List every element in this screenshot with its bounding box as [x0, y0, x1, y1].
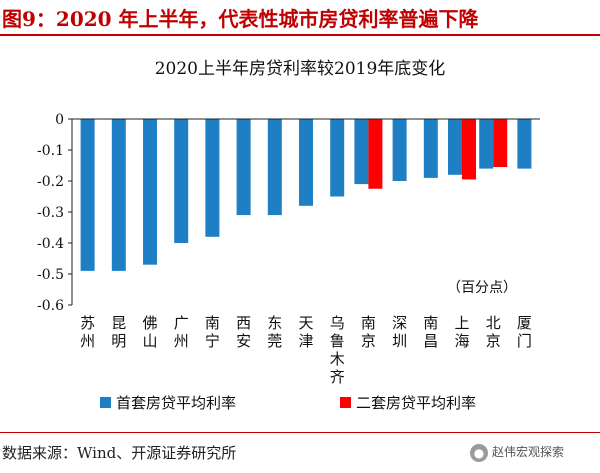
wechat-icon: ●: [470, 443, 488, 462]
x-tick-label: 北京: [486, 314, 501, 350]
x-tick-label: 乌鲁木齐: [330, 314, 345, 386]
chart-title: 2020上半年房贷利率较2019年底变化: [155, 59, 446, 79]
footer-divider: [0, 432, 600, 433]
y-tick-label: -0.3: [37, 205, 64, 221]
x-tick-label: 厦门: [517, 314, 532, 350]
legend-label-second-home: 二套房贷平均利率: [356, 394, 476, 412]
x-tick-label: 昆明: [111, 314, 126, 350]
bar-first-home: [392, 119, 407, 181]
x-tick-label: 南昌: [423, 314, 438, 350]
x-tick-label: 天津: [298, 314, 313, 350]
x-tick-label: 深圳: [392, 314, 407, 350]
x-tick-label: 广州: [174, 314, 189, 350]
bar-first-home: [448, 119, 462, 175]
bar-first-home: [330, 119, 345, 197]
bar-first-home: [236, 119, 251, 216]
y-tick-label: -0.5: [37, 267, 64, 283]
x-tick-label: 东莞: [267, 314, 282, 350]
figure-title: 图9：2020 年上半年，代表性城市房贷利率普遍下降: [2, 7, 479, 31]
y-tick-label: -0.2: [37, 174, 64, 190]
bar-first-home: [267, 119, 282, 216]
bar-first-home: [205, 119, 220, 237]
bar-first-home: [299, 119, 313, 206]
badge-label: 赵伟宏观探索: [492, 445, 565, 459]
x-tick-label: 南京: [361, 314, 376, 350]
wechat-badge: ● 赵伟宏观探索: [470, 440, 564, 464]
bar-second-home: [493, 119, 508, 168]
bar-first-home: [174, 119, 189, 243]
x-tick-label: 苏州: [80, 314, 95, 350]
y-tick-label: -0.4: [37, 236, 64, 252]
x-tick-label: 南宁: [205, 314, 220, 350]
bar-first-home: [479, 119, 494, 169]
bar-first-home: [354, 119, 369, 185]
bar-second-home: [462, 119, 476, 180]
title-divider: [0, 34, 600, 36]
y-tick-label: -0.1: [37, 143, 64, 159]
unit-annotation: （百分点）: [447, 280, 517, 296]
x-tick-label: 佛山: [142, 314, 157, 350]
x-tick-label: 西安: [236, 314, 251, 350]
x-tick-label: 上海: [454, 314, 469, 350]
y-tick-label: -0.6: [37, 298, 64, 314]
bar-chart: 2020上半年房贷利率较2019年底变化 0 -0.1 -0.2 -0.3 -0.4 -0.…: [37, 59, 540, 412]
bar-first-home: [143, 119, 157, 265]
bar-first-home: [517, 119, 532, 169]
legend-label-first-home: 首套房贷平均利率: [116, 394, 236, 412]
legend-swatch-first-home: [100, 397, 111, 408]
y-tick-label: 0: [55, 112, 64, 128]
bar-first-home: [80, 119, 95, 271]
bar-first-home: [423, 119, 438, 178]
bar-first-home: [111, 119, 126, 271]
bar-second-home: [368, 119, 383, 189]
legend-swatch-second-home: [340, 397, 351, 408]
source-note: 数据来源：Wind、开源证券研究所: [2, 444, 237, 462]
